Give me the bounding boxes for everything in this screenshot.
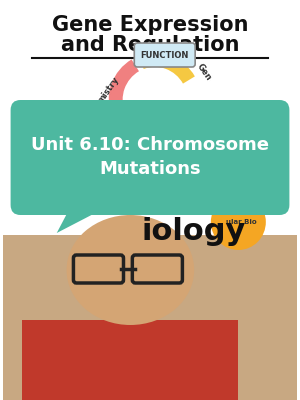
Circle shape <box>211 194 266 250</box>
FancyBboxPatch shape <box>11 100 290 215</box>
Text: Gene Expression: Gene Expression <box>52 15 248 35</box>
Text: Unit 6.10: Chromosome: Unit 6.10: Chromosome <box>31 136 269 154</box>
Text: iology: iology <box>142 218 246 246</box>
Polygon shape <box>57 205 111 233</box>
Text: FUNCTION: FUNCTION <box>140 50 189 60</box>
FancyBboxPatch shape <box>3 235 297 400</box>
Text: Gen: Gen <box>195 62 213 82</box>
Text: and Regulation: and Regulation <box>61 35 239 55</box>
Text: Mutations: Mutations <box>99 160 201 178</box>
Ellipse shape <box>67 215 194 325</box>
Text: mistry: mistry <box>96 75 121 105</box>
FancyBboxPatch shape <box>22 320 238 400</box>
Text: ular Bio: ular Bio <box>226 219 256 225</box>
FancyBboxPatch shape <box>134 43 195 67</box>
